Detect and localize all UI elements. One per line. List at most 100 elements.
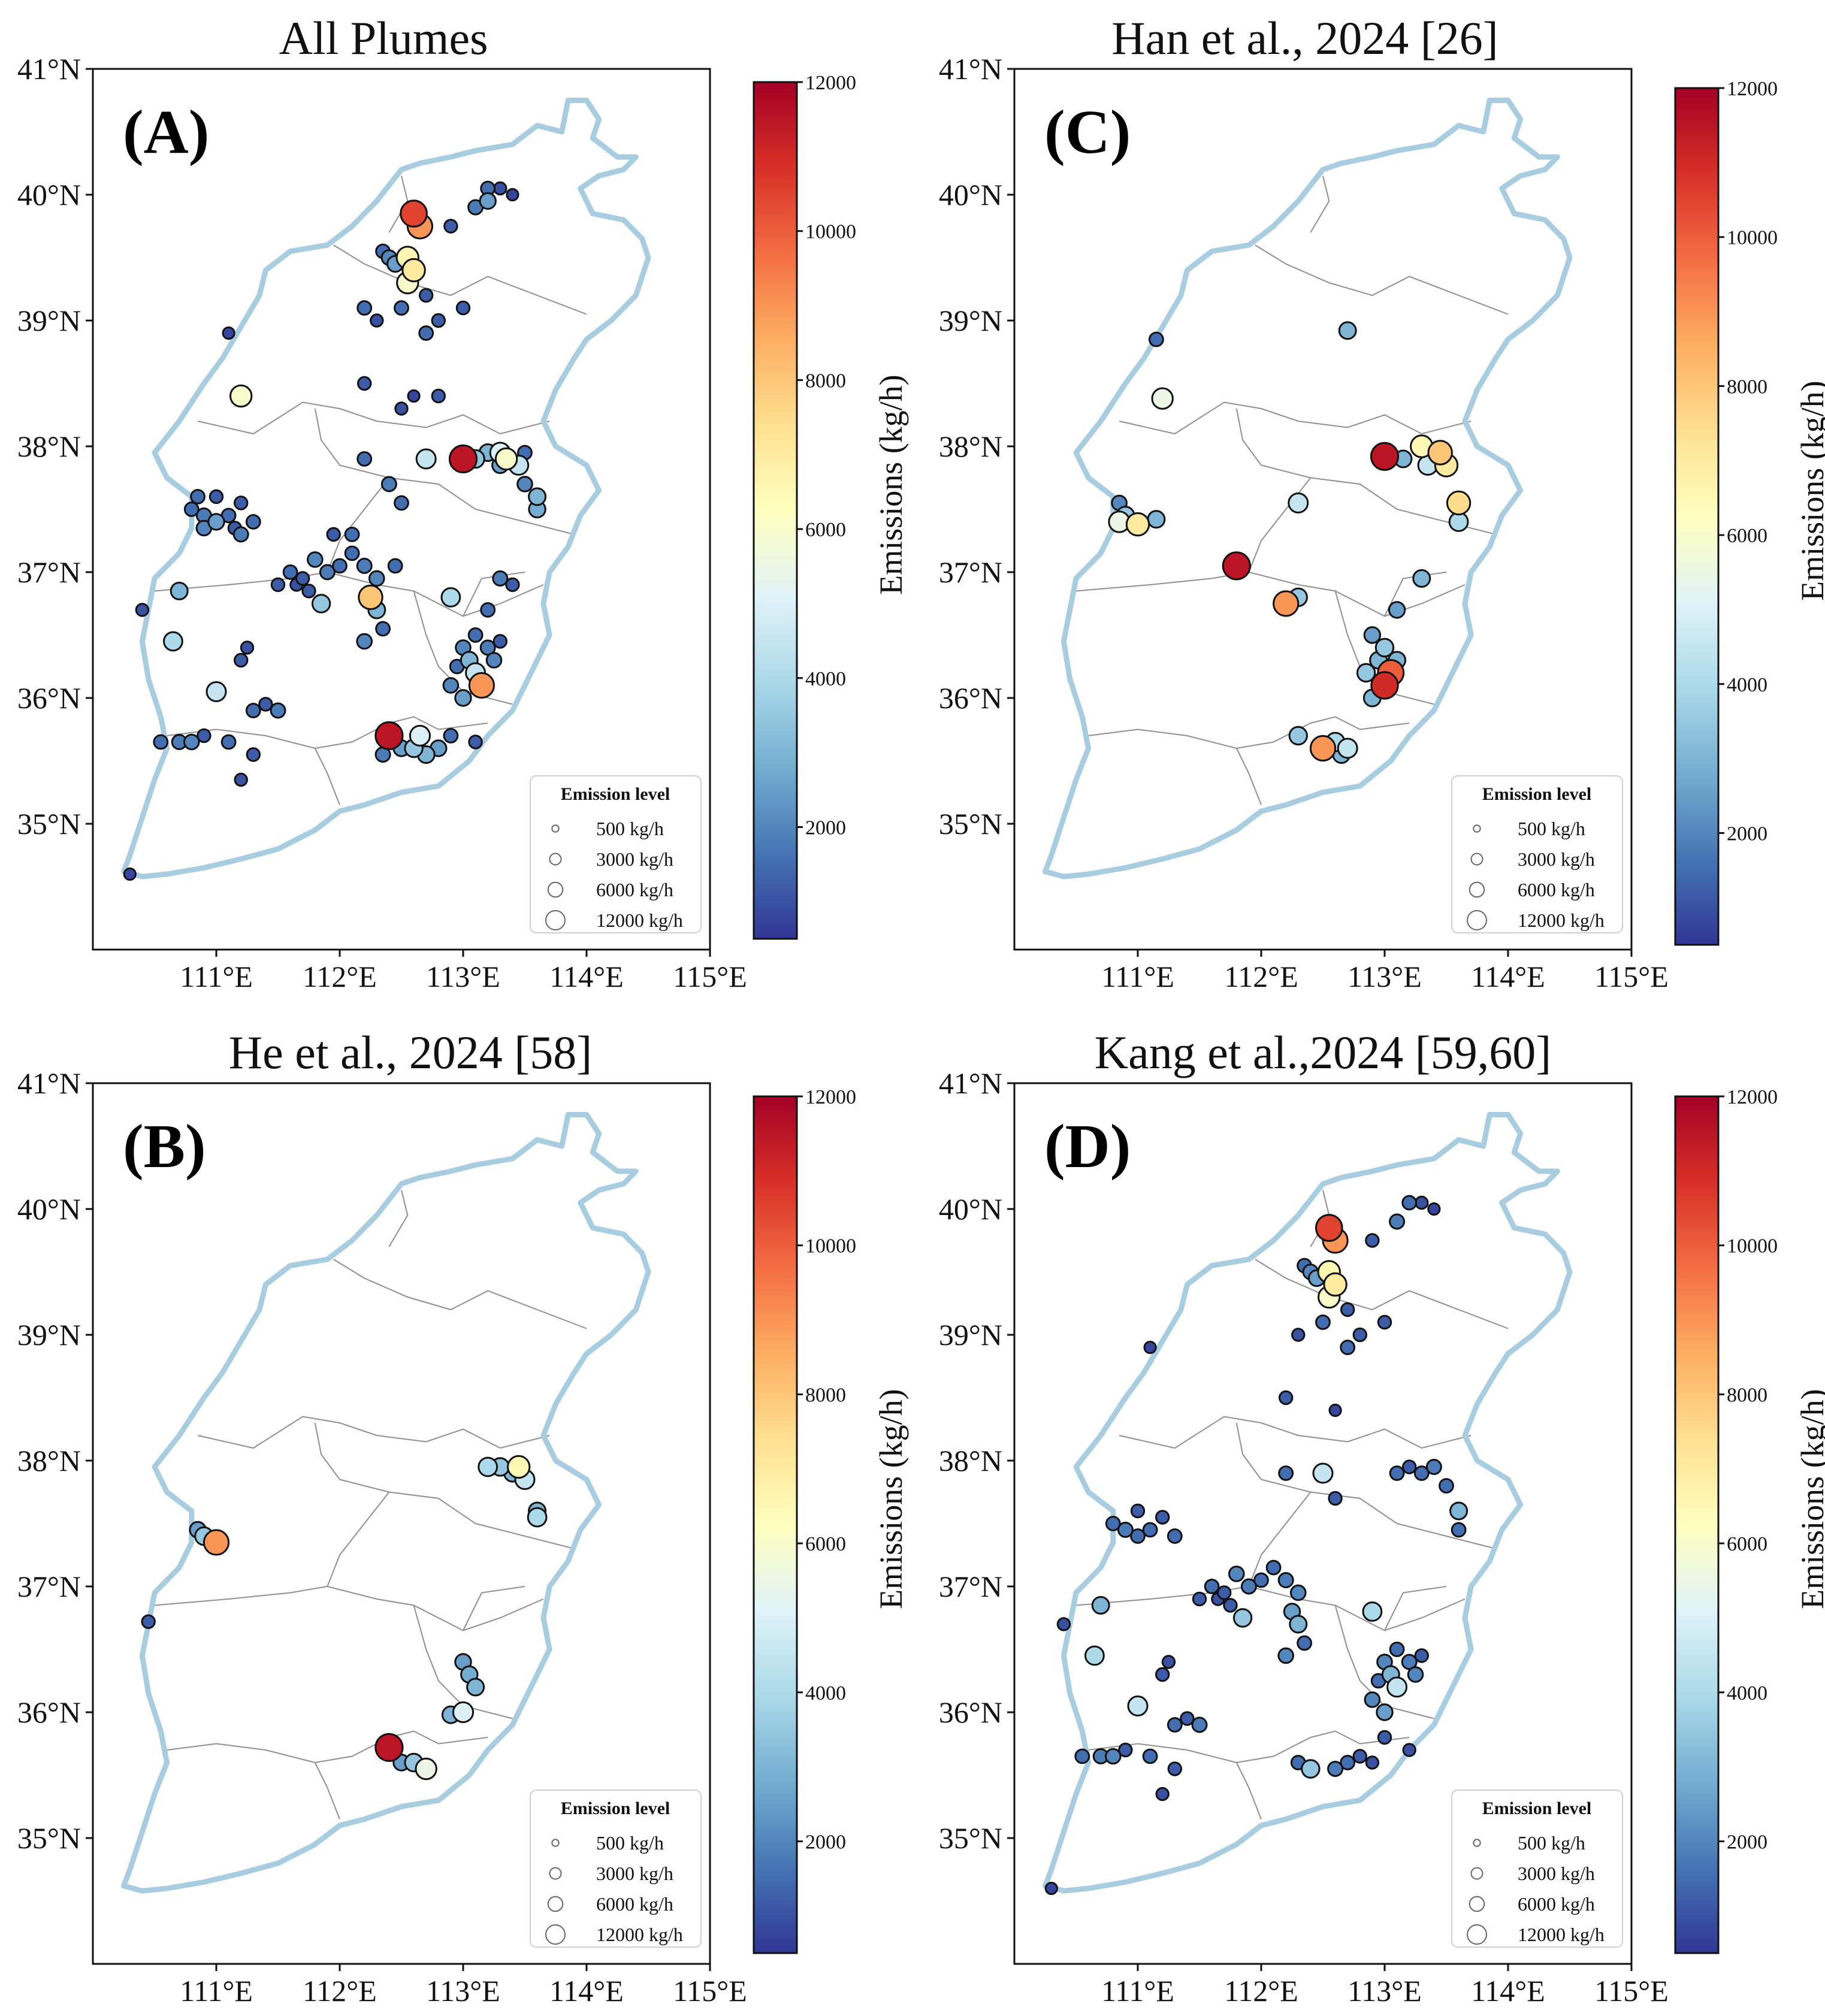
emission-point: [1414, 1648, 1429, 1663]
prefecture-boundary: [1235, 408, 1262, 466]
x-tick-label: 114°E: [1471, 960, 1545, 993]
colorbar-tick-label: 2000: [1727, 1831, 1767, 1853]
x-tick-label: 115°E: [1594, 1974, 1669, 2008]
emission-point: [1155, 1667, 1170, 1682]
emission-point: [370, 313, 384, 328]
emission-point: [1377, 1730, 1392, 1745]
emission-point: [480, 602, 496, 618]
map-layer: [121, 98, 651, 879]
emission-point: [153, 734, 169, 750]
x-tick-label: 113°E: [426, 960, 500, 993]
legend-marker: [549, 1867, 562, 1880]
emission-point: [357, 376, 372, 391]
legend-item: 500 kg/h: [1518, 1832, 1585, 1854]
emission-point: [307, 551, 324, 568]
emission-point: [1125, 512, 1150, 537]
emission-point: [1117, 1522, 1134, 1538]
prefecture-boundary: [197, 1416, 550, 1449]
emission-point: [1167, 1761, 1182, 1776]
prefecture-boundary: [167, 716, 488, 749]
emission-point: [1289, 1615, 1308, 1634]
emission-point: [1328, 1491, 1343, 1506]
emission-point: [1155, 1510, 1170, 1525]
legend-title: Emission level: [1482, 1799, 1592, 1818]
prefecture-boundary: [463, 1586, 525, 1631]
emission-point: [1315, 1314, 1331, 1330]
legend-marker: [1473, 1839, 1481, 1847]
emission-point: [440, 587, 461, 607]
emission-point: [1451, 1522, 1467, 1538]
emission-point: [493, 181, 507, 196]
colorbar-gradient: [753, 1095, 798, 1954]
y-tick-label: 41°N: [939, 1066, 1002, 1100]
prefecture-boundary: [314, 1762, 340, 1819]
emission-point: [1402, 1743, 1416, 1757]
emission-point: [220, 734, 237, 750]
emission-point: [356, 300, 373, 316]
emission-point: [442, 677, 460, 694]
emission-point: [356, 558, 373, 574]
prefecture-boundary: [314, 748, 340, 805]
legend-marker: [1467, 910, 1487, 930]
emission-legend: Emission level 500 kg/h 3000 kg/h 6000 kg/h…: [1451, 1790, 1623, 1948]
map-axes: 111°E 112°E 113°E 114°E 115°E 41°N 40°N 39°N 38°…: [17, 1066, 747, 2008]
y-tick-label: 40°N: [17, 178, 81, 211]
legend-marker: [551, 1839, 560, 1847]
emission-point: [1240, 1578, 1257, 1595]
panel-label: (B): [123, 1112, 206, 1181]
emission-point: [135, 603, 150, 617]
emission-point: [1374, 637, 1395, 658]
legend-item: 3000 kg/h: [596, 1863, 673, 1884]
colorbar-tick-label: 8000: [805, 1384, 846, 1406]
emission-point: [206, 681, 227, 702]
emission-point: [1327, 1761, 1344, 1777]
emission-point: [454, 689, 472, 707]
emission-point: [387, 558, 403, 574]
colorbar-gradient: [1674, 87, 1720, 946]
map-layer: [121, 1112, 651, 1894]
y-tick-label: 40°N: [939, 178, 1002, 211]
emission-point: [222, 326, 235, 340]
panel-title: He et al., 2024 [58]: [229, 1026, 592, 1078]
emission-point: [1091, 1596, 1110, 1615]
colorbar-tick-label: 10000: [1727, 227, 1778, 249]
colorbar-tick-label: 8000: [1727, 1384, 1767, 1406]
map-layer: [1043, 1112, 1573, 1894]
emission-point: [455, 300, 471, 316]
prefecture-boundary: [167, 1730, 488, 1764]
emission-point: [1386, 1676, 1408, 1698]
prefecture-boundary: [388, 1190, 409, 1247]
legend-box: [530, 775, 702, 933]
prefecture-boundary: [413, 1605, 513, 1719]
province-outline: [1043, 98, 1573, 879]
emission-point: [443, 728, 459, 743]
legend-marker: [547, 1896, 564, 1912]
emission-point: [1217, 1585, 1232, 1600]
emission-point: [1297, 1635, 1313, 1651]
emission-point: [1232, 1608, 1253, 1628]
colorbar: 12000 10000 8000 6000 4000 2000 Emissions (kg/…: [753, 72, 909, 940]
emission-legend: Emission level 500 kg/h 3000 kg/h 6000 kg/h…: [1451, 775, 1623, 933]
emission-point: [418, 325, 434, 341]
emission-point: [1277, 1572, 1294, 1588]
colorbar-tick-label: 12000: [1727, 78, 1778, 100]
emission-point: [301, 584, 316, 599]
emission-point: [1337, 738, 1358, 759]
emission-point: [246, 747, 261, 762]
emission-point: [1084, 1645, 1105, 1666]
x-tick-label: 115°E: [673, 1974, 747, 2008]
legend-title: Emission level: [561, 784, 670, 804]
colorbar-tick-label: 10000: [805, 221, 856, 243]
y-tick-label: 39°N: [939, 1318, 1002, 1352]
emission-point: [443, 219, 458, 234]
panel-label: (C): [1044, 98, 1131, 167]
emission-point: [1365, 1755, 1380, 1770]
emission-point: [162, 631, 183, 652]
emission-point: [415, 448, 437, 470]
emission-point: [401, 258, 426, 283]
y-tick-label: 36°N: [17, 681, 81, 715]
y-tick-label: 41°N: [939, 52, 1002, 86]
prefecture-boundary: [1235, 748, 1262, 805]
colorbar-tick-label: 6000: [1727, 1533, 1767, 1555]
emission-point: [1338, 321, 1357, 340]
